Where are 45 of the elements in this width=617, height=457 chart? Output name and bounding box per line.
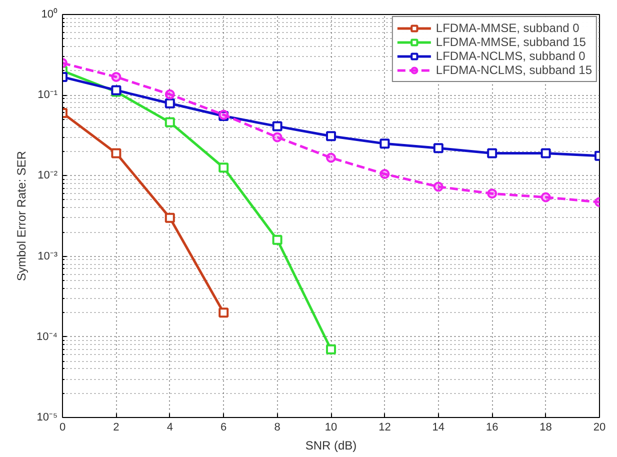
x-tick-label: 18 xyxy=(540,422,552,434)
point xyxy=(326,152,336,163)
point xyxy=(272,132,282,142)
x-tick-label: 6 xyxy=(220,422,227,434)
point xyxy=(111,72,122,82)
point xyxy=(540,148,551,158)
x-tick-label: 16 xyxy=(486,422,498,434)
point xyxy=(540,192,551,202)
x-tick-label: 8 xyxy=(274,422,280,434)
y-axis-title: Symbol Error Rate: SER xyxy=(14,150,29,282)
point xyxy=(380,169,390,179)
point xyxy=(272,234,282,245)
point xyxy=(433,182,444,192)
legend-label: LFDMA-NCLMS, subband 15 xyxy=(436,63,592,77)
point xyxy=(326,344,336,354)
y-tick-label: 10⁻¹ xyxy=(38,89,58,102)
y-tick-label: 10⁻⁵ xyxy=(36,412,58,424)
x-axis-title: SNR (dB) xyxy=(305,438,357,452)
point xyxy=(164,89,175,100)
point xyxy=(111,148,122,158)
y-tick-label: 10⁻³ xyxy=(38,250,58,262)
legend-label: LFDMA-MMSE, subband 0 xyxy=(436,21,580,35)
point xyxy=(487,148,498,158)
y-tick-label: 10⁰ xyxy=(41,8,58,20)
point xyxy=(326,131,336,142)
y-tick-label: 10⁻⁴ xyxy=(36,330,58,343)
point xyxy=(487,188,498,199)
point xyxy=(272,121,282,132)
point xyxy=(380,138,390,149)
x-tick-label: 0 xyxy=(59,422,66,434)
x-tick-label: 2 xyxy=(113,422,120,434)
x-tick-label: 14 xyxy=(432,422,445,434)
x-tick-label: 12 xyxy=(378,422,391,434)
point xyxy=(218,308,229,318)
y-tick-label: 10⁻² xyxy=(38,170,58,182)
legend-label: LFDMA-NCLMS, subband 0 xyxy=(436,49,586,63)
point xyxy=(164,98,175,108)
x-tick-label: 20 xyxy=(593,422,606,434)
point xyxy=(218,162,229,173)
point xyxy=(433,143,444,154)
x-tick-label: 4 xyxy=(166,422,173,434)
legend-label: LFDMA-MMSE, subband 15 xyxy=(436,35,586,49)
x-tick-label: 10 xyxy=(324,422,338,434)
point xyxy=(164,212,175,223)
point xyxy=(164,117,175,128)
